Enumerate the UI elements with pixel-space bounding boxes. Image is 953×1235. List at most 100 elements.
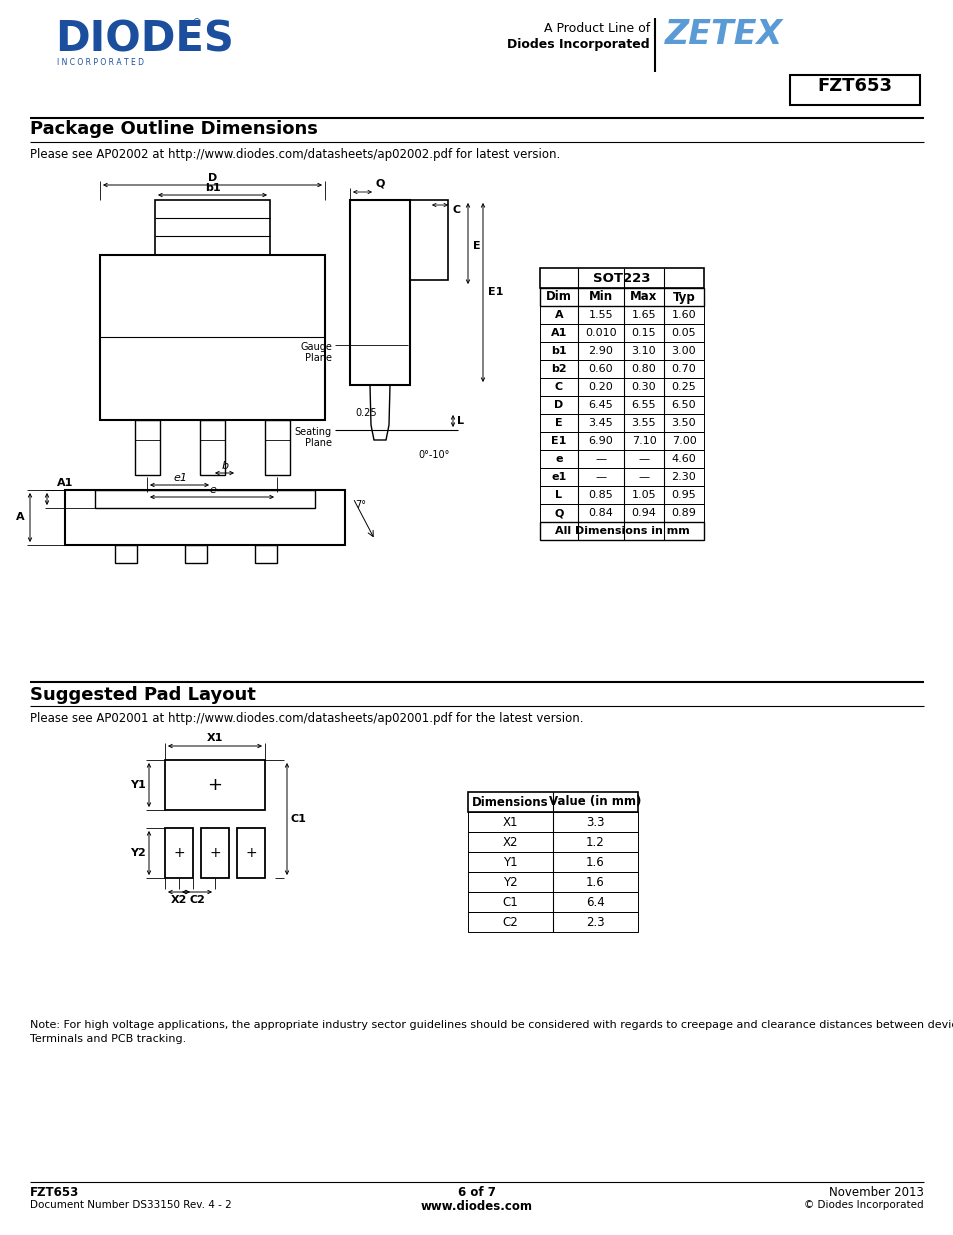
- Text: 6.45: 6.45: [588, 400, 613, 410]
- Bar: [539, 487, 703, 504]
- Text: 0.25: 0.25: [355, 408, 376, 417]
- Text: Y1: Y1: [502, 856, 517, 868]
- Text: All Dimensions in mm: All Dimensions in mm: [554, 526, 689, 536]
- Bar: [135, 420, 160, 475]
- Text: 2.30: 2.30: [671, 472, 696, 482]
- Text: 0.15: 0.15: [631, 329, 656, 338]
- Bar: [468, 852, 638, 872]
- Text: 0.84: 0.84: [588, 508, 613, 517]
- Text: 3.50: 3.50: [671, 417, 696, 429]
- Text: 0.95: 0.95: [671, 490, 696, 500]
- Text: D: D: [554, 400, 563, 410]
- Text: +: +: [208, 776, 222, 794]
- Bar: [468, 792, 638, 811]
- Bar: [539, 396, 703, 414]
- Bar: [95, 490, 314, 508]
- Text: Y1: Y1: [131, 781, 146, 790]
- Text: FZT653: FZT653: [30, 1186, 79, 1199]
- Text: © Diodes Incorporated: © Diodes Incorporated: [803, 1200, 923, 1210]
- Text: +: +: [209, 846, 220, 860]
- Bar: [539, 288, 703, 306]
- Bar: [236, 827, 265, 878]
- Text: 0.60: 0.60: [588, 364, 613, 374]
- Text: L: L: [555, 490, 562, 500]
- Text: 1.6: 1.6: [585, 856, 604, 868]
- Text: 0.25: 0.25: [671, 382, 696, 391]
- Text: Gauge: Gauge: [300, 342, 332, 352]
- Text: 6.50: 6.50: [671, 400, 696, 410]
- Text: 2.3: 2.3: [585, 915, 604, 929]
- Bar: [468, 872, 638, 892]
- Bar: [539, 359, 703, 378]
- Text: 2.90: 2.90: [588, 346, 613, 356]
- Bar: [539, 450, 703, 468]
- Text: 6.55: 6.55: [631, 400, 656, 410]
- Text: b1: b1: [551, 346, 566, 356]
- Text: C: C: [555, 382, 562, 391]
- Text: November 2013: November 2013: [828, 1186, 923, 1199]
- Text: C2: C2: [189, 895, 205, 905]
- Text: —: —: [638, 454, 649, 464]
- Bar: [539, 504, 703, 522]
- Text: 7.00: 7.00: [671, 436, 696, 446]
- Text: —: —: [595, 454, 606, 464]
- Text: Q: Q: [554, 508, 563, 517]
- Text: b2: b2: [551, 364, 566, 374]
- Bar: [254, 545, 276, 563]
- Text: A1: A1: [550, 329, 567, 338]
- Text: Seating: Seating: [294, 427, 332, 437]
- Text: 3.10: 3.10: [631, 346, 656, 356]
- Bar: [165, 827, 193, 878]
- Bar: [539, 324, 703, 342]
- Text: C1: C1: [502, 895, 517, 909]
- Bar: [468, 911, 638, 932]
- Bar: [468, 811, 638, 832]
- Text: 0.30: 0.30: [631, 382, 656, 391]
- Text: L: L: [456, 416, 463, 426]
- Text: Q: Q: [375, 178, 384, 188]
- Text: 1.55: 1.55: [588, 310, 613, 320]
- Text: Document Number DS33150 Rev. 4 - 2: Document Number DS33150 Rev. 4 - 2: [30, 1200, 232, 1210]
- Bar: [539, 378, 703, 396]
- Text: ®: ®: [192, 19, 201, 28]
- Text: X2: X2: [502, 836, 517, 848]
- Text: A: A: [554, 310, 562, 320]
- Text: 3.3: 3.3: [586, 815, 604, 829]
- Text: Please see AP02001 at http://www.diodes.com/datasheets/ap02001.pdf for the lates: Please see AP02001 at http://www.diodes.…: [30, 713, 583, 725]
- Text: ZETEX: ZETEX: [664, 19, 782, 51]
- Text: DIODES: DIODES: [55, 19, 233, 61]
- Bar: [350, 200, 410, 385]
- Bar: [265, 420, 290, 475]
- Text: SOT223: SOT223: [593, 272, 650, 284]
- Text: www.diodes.com: www.diodes.com: [420, 1200, 533, 1213]
- Text: 1.65: 1.65: [631, 310, 656, 320]
- Text: 0.70: 0.70: [671, 364, 696, 374]
- Bar: [154, 200, 270, 254]
- Text: b1: b1: [205, 183, 220, 193]
- Text: Dim: Dim: [545, 290, 572, 304]
- Text: 6.90: 6.90: [588, 436, 613, 446]
- Bar: [165, 760, 265, 810]
- Text: D: D: [208, 173, 217, 183]
- Text: 0.85: 0.85: [588, 490, 613, 500]
- Text: 1.2: 1.2: [585, 836, 604, 848]
- Text: C2: C2: [502, 915, 517, 929]
- Text: Suggested Pad Layout: Suggested Pad Layout: [30, 685, 255, 704]
- Text: 3.55: 3.55: [631, 417, 656, 429]
- Text: —: —: [638, 472, 649, 482]
- Bar: [789, 75, 919, 105]
- Text: A1: A1: [57, 478, 73, 488]
- Text: X1: X1: [207, 734, 223, 743]
- Text: 0.80: 0.80: [631, 364, 656, 374]
- Text: 0.05: 0.05: [671, 329, 696, 338]
- Text: Typ: Typ: [672, 290, 695, 304]
- Text: X2: X2: [171, 895, 187, 905]
- Text: A Product Line of: A Product Line of: [543, 22, 649, 35]
- Text: Value (in mm): Value (in mm): [549, 795, 641, 809]
- Bar: [539, 306, 703, 324]
- Text: 6 of 7: 6 of 7: [457, 1186, 496, 1199]
- Text: Max: Max: [630, 290, 657, 304]
- Bar: [468, 892, 638, 911]
- Text: Min: Min: [588, 290, 613, 304]
- Text: X1: X1: [502, 815, 517, 829]
